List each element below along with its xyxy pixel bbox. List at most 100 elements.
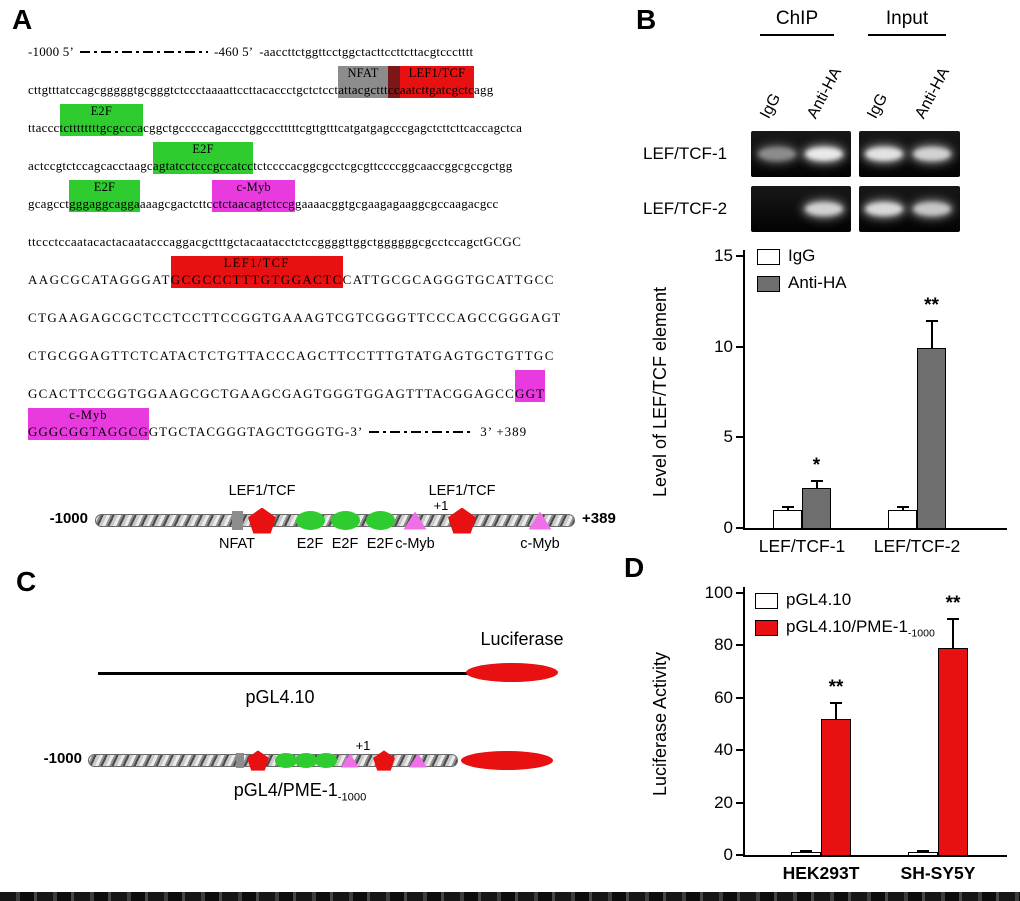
luciferase-chart-legend-label: pGL4.10 — [786, 590, 852, 609]
chip-chart-tick-label: 0 — [723, 518, 733, 537]
sequence-segment: GTGCTACGGGTAGCTGGGTG-3’ — [149, 423, 363, 440]
chip-chart-error-cap — [781, 506, 794, 509]
chip-chart-bar — [802, 488, 831, 529]
sequence-text: actccgtctccagcacctaagc — [28, 158, 153, 173]
site-label-above: LEF1/TCF — [428, 482, 496, 499]
sequence-segment: tctccccacggcgcctcgcgttccccggcaaccggcgccg… — [253, 157, 512, 174]
binding-site-highlight: E2F gggaggcagga — [69, 180, 140, 212]
sequence-gap-dashes — [80, 51, 209, 53]
sequence-segment: ttccctccaatacactacaatacccaggacgctttgctac… — [28, 233, 521, 250]
chip-chart-legend-label: Anti-HA — [788, 273, 847, 292]
luciferase-chart-tick-label: 60 — [714, 687, 733, 707]
plasmid-backbone-line — [98, 672, 470, 675]
luciferase-chart-tick — [736, 749, 743, 752]
chip-chart-x-axis — [743, 528, 1007, 530]
sequence-segment: agg — [474, 81, 493, 98]
sequence-segment: 3’ +389 — [480, 423, 527, 440]
sequence-segment: CATTGCGCAGGGTGCATTGCC — [343, 271, 555, 288]
chip-chart-legend-label: IgG — [788, 246, 816, 265]
luciferase-chart-tick — [736, 644, 743, 647]
sequence-text: ttccctccaatacactacaatacccaggacgctttgctac… — [28, 234, 522, 249]
sequence-text: cttgtttatccagcgggggtgcgggtctccctaaaattcc… — [28, 82, 339, 97]
oval-marker — [314, 753, 338, 768]
tss-plus1-label: +1 — [433, 497, 449, 513]
chip-chart-error-whisker — [815, 480, 818, 489]
sequence-line: GCACTTCCGGTGGAAGCGCTGAAGCGAGTGGGTGGAGTTT… — [28, 364, 562, 402]
luciferase-chart-bar — [908, 852, 938, 856]
construct2-name-text: pGL4/PME-1 — [233, 780, 338, 800]
chip-chart-error-whisker — [901, 507, 904, 510]
luciferase-chart-tick-label: 20 — [714, 792, 733, 812]
sequence-text: GGGCGGTAGGCG — [28, 424, 149, 439]
sequence-text: aatcttgatcgctc — [399, 82, 475, 97]
binding-site-label: E2F — [192, 142, 214, 156]
sequence-gap-dashes — [369, 431, 475, 433]
site-label-below: NFAT — [219, 535, 255, 552]
chip-chart-error-cap — [925, 320, 938, 323]
gel-band — [805, 202, 843, 216]
chip-chart-y-axis — [743, 250, 745, 530]
sequence-segment: CTGAAGAGCGCTCCTCCTTCCGGTGAAAGTCGTCGGGTTC… — [28, 309, 562, 326]
luciferase-label: Luciferase — [480, 629, 564, 649]
binding-site-highlight: cc — [387, 66, 400, 98]
bar-marker — [231, 511, 243, 530]
tss-plus1-label: +1 — [355, 737, 371, 753]
gel-group-header: Input — [868, 8, 946, 36]
sequence-line: cttgtttatccagcgggggtgcgggtctccctaaaattcc… — [28, 60, 562, 98]
chip-chart-tick-label: 10 — [714, 336, 733, 356]
luciferase-chart-significance: ** — [828, 677, 844, 699]
luciferase-chart-bar — [821, 718, 851, 856]
binding-site-highlight: E2F agtatcctcccgccatcc — [152, 142, 254, 174]
sequence-line: AAGCGCATAGGGAT LEF1/TCF GCGCCCTTTGTGGACTC C… — [28, 250, 562, 288]
sequence-text: -460 5’ -aaccttctggttcctggctacttccttctta… — [214, 44, 474, 59]
site-label-below: c-Myb — [520, 535, 560, 552]
gel-band — [865, 202, 903, 216]
chip-chart-category-label: LEF/TCF-2 — [873, 536, 961, 556]
luciferase-chart-category-label: HEK293T — [782, 863, 860, 883]
site-label-below: c-Myb — [395, 535, 435, 552]
luciferase-chart-bar — [791, 852, 821, 856]
sequence-segment: AAGCGCATAGGGAT — [28, 271, 171, 288]
construct2-start-label: -1000 — [43, 750, 82, 767]
sequence-text: GCGCCCTTTGTGGACTC — [170, 272, 343, 287]
chip-chart-bar — [888, 509, 917, 529]
oval-marker — [294, 753, 318, 768]
sequence-line: ttaccc E2F tcttttttttgcgccca cggctgcccccaga… — [28, 98, 562, 136]
luciferase-chart-bar — [938, 648, 968, 856]
site-label-below: E2F — [331, 535, 359, 552]
sequence-text: GTGCTACGGGTAGCTGGGTG-3’ — [148, 424, 364, 439]
luciferase-chart-significance: ** — [945, 593, 961, 615]
luciferase-chart-tick — [736, 801, 743, 804]
binding-site-highlight: GGT — [515, 370, 546, 402]
binding-site-highlight: c-Myb GGGCGGTAGGCG — [28, 408, 149, 440]
binding-site-label: E2F — [90, 104, 112, 118]
luciferase-chart-error-cap — [917, 850, 929, 853]
gel-row-label: LEF/TCF-2 — [643, 199, 728, 218]
sequence-segment: actccgtctccagcacctaagc — [28, 157, 153, 174]
sequence-text: -1000 5’ — [28, 44, 75, 59]
site-label-below: E2F — [296, 535, 324, 552]
chip-chart-significance: ** — [924, 295, 939, 317]
chip-chart-error-cap — [810, 479, 823, 482]
chip-chart-tick — [736, 345, 743, 348]
sequence-segment: GCACTTCCGGTGGAAGCGCTGAAGCGAGTGGGTGGAGTTT… — [28, 385, 515, 402]
oval-marker — [295, 511, 325, 530]
bar-marker — [235, 753, 245, 768]
pentagon-marker — [248, 507, 276, 534]
binding-site-label — [392, 66, 395, 81]
gel-lane-label: Anti-HA — [912, 64, 953, 122]
sequence-text: GGT — [515, 386, 546, 401]
sequence-line: ttccctccaatacactacaatacccaggacgctttgctac… — [28, 212, 562, 250]
panel-a-label: A — [12, 4, 33, 35]
luciferase-chart-y-axis — [743, 587, 745, 857]
sequence-text: 3’ +389 — [480, 424, 528, 439]
binding-site-highlight: LEF1/TCF aatcttgatcgctc — [399, 66, 475, 98]
chip-chart-tick — [736, 255, 743, 257]
chip-chart-significance: * — [812, 454, 821, 476]
construct2-name: pGL4/PME-1-1000 — [180, 780, 420, 804]
binding-site-label: LEF1/TCF — [223, 256, 290, 270]
sequence-segment: CTGCGGAGTTCTCATACTCTGTTACCCAGCTTCCTTTGTA… — [28, 347, 555, 364]
sequence-text: tctccccacggcgcctcgcgttccccggcaaccggcgccg… — [253, 158, 513, 173]
chip-chart-tick-label: 5 — [723, 427, 733, 447]
